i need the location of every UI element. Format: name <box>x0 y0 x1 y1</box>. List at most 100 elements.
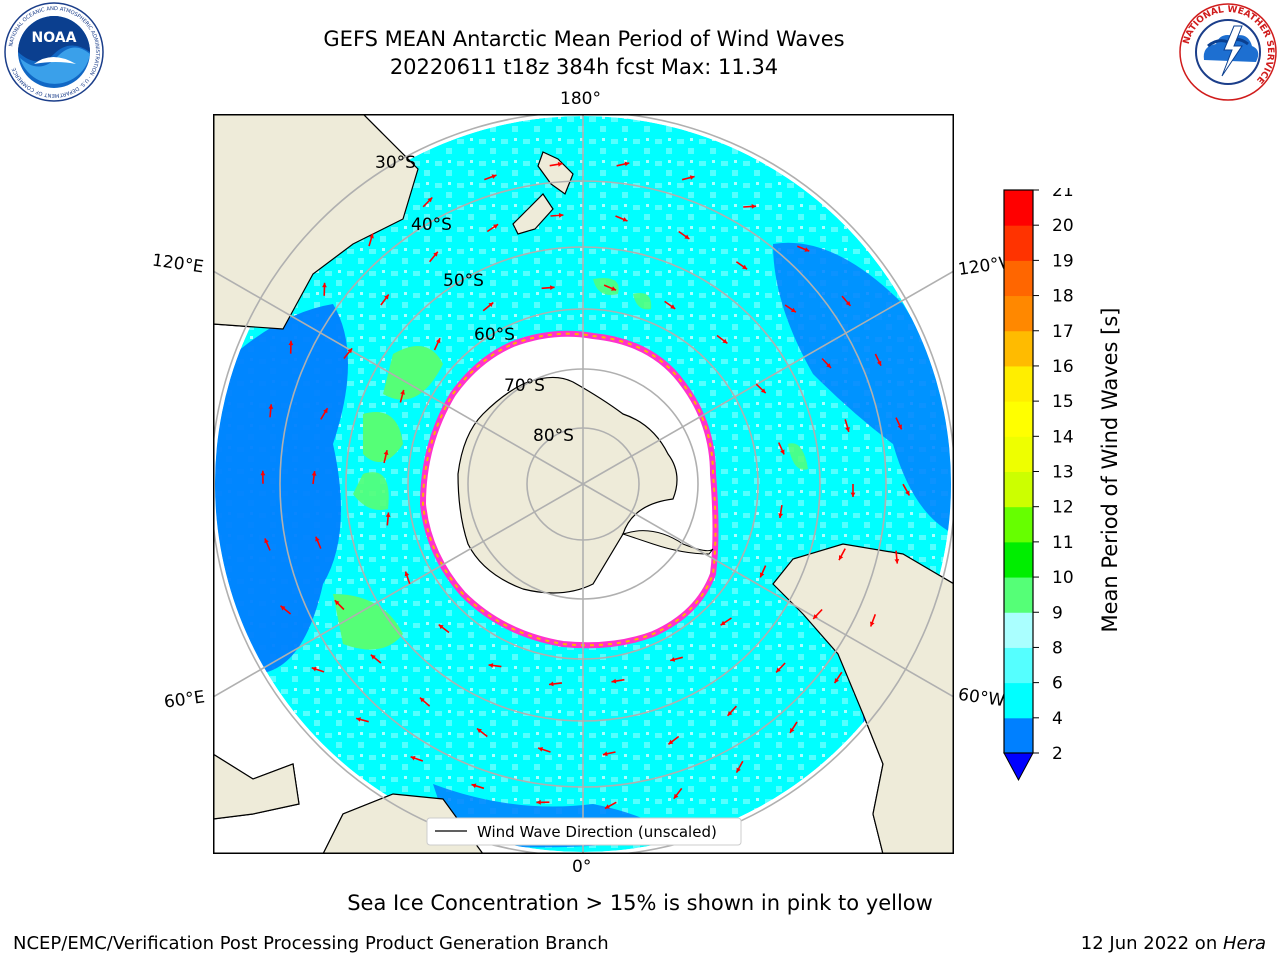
wave-direction-arrowhead <box>742 264 748 270</box>
colorbar-tick-label: 8 <box>1052 638 1063 658</box>
colorbar-bin <box>1004 471 1033 508</box>
wave-direction-arrowhead <box>845 301 851 306</box>
lon-label-0: 0° <box>572 857 592 877</box>
wave-direction-arrowhead <box>288 340 294 346</box>
wave-direction-arrowhead <box>845 427 850 432</box>
wave-direction-arrowhead <box>260 470 266 476</box>
wave-direction-arrowhead <box>383 450 389 455</box>
colorbar-underflow-triangle <box>1003 752 1034 782</box>
colorbar-tick-label: 14 <box>1052 427 1074 447</box>
wave-direction-arrowhead <box>311 471 317 476</box>
wave-direction-arrowhead <box>549 681 554 687</box>
colorbar-bin <box>1004 190 1033 226</box>
colorbar-bin <box>1004 260 1033 297</box>
wave-direction-arrowhead <box>804 247 810 252</box>
wave-direction-arrowhead <box>790 727 795 733</box>
colorbar-bin <box>1004 330 1033 367</box>
lat-label-80s: 80°S <box>533 426 574 446</box>
wave-direction-arrowhead <box>673 793 679 799</box>
footer-date: 12 Jun 2022 on Hera <box>1081 933 1266 954</box>
colorbar-bin <box>1004 612 1033 648</box>
wave-direction-arrowhead <box>780 449 785 455</box>
wave-direction-arrowhead <box>722 338 728 344</box>
wave-direction-arrowhead <box>602 751 608 757</box>
wave-direction-arrowhead <box>491 174 497 179</box>
wave-direction-arrowhead <box>905 490 910 496</box>
wave-direction-arrowhead <box>427 197 433 203</box>
wave-direction-arrowhead <box>268 404 274 409</box>
wave-direction-arrowhead <box>736 767 741 773</box>
wave-direction-arrowhead <box>557 161 563 167</box>
lon-label-60e: 60°E <box>162 687 207 713</box>
graticule <box>213 114 954 854</box>
lat-label-40s: 40°S <box>411 215 452 235</box>
wave-direction-arrowhead <box>624 161 630 167</box>
colorbar-tick-label: 10 <box>1052 568 1074 588</box>
lat-label-70s: 70°S <box>504 376 545 396</box>
wave-direction-arrowhead <box>778 513 783 518</box>
wave-direction-arrowhead <box>684 234 690 239</box>
wave-direction-arrowhead <box>760 388 766 394</box>
colorbar-bin <box>1004 436 1033 472</box>
wave-direction-arrowhead <box>438 624 444 630</box>
wave-direction-arrowhead <box>604 804 610 809</box>
legend-label: Wind Wave Direction (unscaled) <box>477 823 717 841</box>
wave-direction-arrowhead <box>727 711 733 716</box>
wave-direction-arrowhead <box>826 363 831 368</box>
wave-direction-arrowhead <box>477 728 482 734</box>
colorbar-bin <box>1004 225 1033 261</box>
wave-direction-arrowhead <box>622 217 628 222</box>
wave-direction-arrowhead <box>897 424 902 430</box>
wave-direction-arrowhead <box>839 555 844 561</box>
wave-direction-arrowhead <box>322 282 327 288</box>
colorbar-tick-label: 12 <box>1052 498 1074 518</box>
wave-direction-arrowhead <box>400 389 405 395</box>
wave-direction-arrowhead <box>611 286 617 291</box>
colorbar-tick-label: 11 <box>1052 533 1074 553</box>
wave-direction-arrowhead <box>410 756 416 761</box>
wave-direction-arrowhead <box>436 338 441 344</box>
wave-direction-arrowhead <box>369 233 374 239</box>
wave-direction-arrowhead <box>670 304 676 309</box>
lon-label-120e: 120°E <box>150 250 205 278</box>
chart-title-line2: 20220611 t18z 384h fcst Max: 11.34 <box>389 55 779 79</box>
wave-direction-arrowhead <box>670 657 676 662</box>
colorbar-tick-label: 20 <box>1052 216 1074 236</box>
wave-direction-arrowhead <box>323 408 328 414</box>
wave-direction-arrowhead <box>759 572 765 578</box>
wave-direction-arrowhead <box>558 212 564 218</box>
noaa-logo-text: NOAA <box>32 30 77 46</box>
colorbar-bin <box>1004 682 1033 719</box>
colorbar-bin <box>1004 577 1033 613</box>
wave-direction-arrowhead <box>404 571 410 577</box>
lon-label-180: 180° <box>560 89 601 109</box>
sea-ice-note: Sea Ice Concentration > 15% is shown in … <box>347 891 933 915</box>
colorbar-tick-label: 16 <box>1052 357 1074 377</box>
noaa-logo: NOAA NATIONAL OCEANIC AND ATMOSPHERIC AD… <box>4 2 104 102</box>
colorbar-tick-label: 17 <box>1052 322 1074 342</box>
wave-direction-arrowhead <box>419 697 425 703</box>
colorbar-bin <box>1004 717 1033 754</box>
wave-direction-arrowhead <box>488 302 494 308</box>
footer-date-text: 12 Jun 2022 on <box>1080 933 1223 954</box>
wave-direction-arrowhead <box>550 285 555 290</box>
lat-label-50s: 50°S <box>443 271 484 291</box>
wave-direction-arrowhead <box>280 605 286 611</box>
wave-direction-arrowhead <box>384 294 389 300</box>
colorbar-tick-label: 21 <box>1052 188 1074 201</box>
wave-direction-arrowhead <box>315 536 320 542</box>
colorbar-tick-label: 9 <box>1052 603 1063 623</box>
wave-direction-arrowhead <box>776 667 781 673</box>
colorbar-tick-label: 15 <box>1052 392 1074 412</box>
wave-direction-arrowhead <box>813 614 818 619</box>
wave-direction-arrowhead <box>385 512 391 517</box>
colorbar-bin <box>1004 647 1033 684</box>
nws-logo: NATIONAL WEATHER SERVICE <box>1179 3 1277 101</box>
colorbar-bin <box>1004 541 1033 578</box>
wave-direction-arrowhead <box>334 600 340 606</box>
colorbar-bin <box>1004 295 1033 332</box>
wave-direction-arrowhead <box>471 783 477 789</box>
colorbar-bin <box>1004 401 1033 437</box>
wave-direction-arrowhead <box>877 360 882 366</box>
wave-direction-arrowhead <box>689 175 695 180</box>
